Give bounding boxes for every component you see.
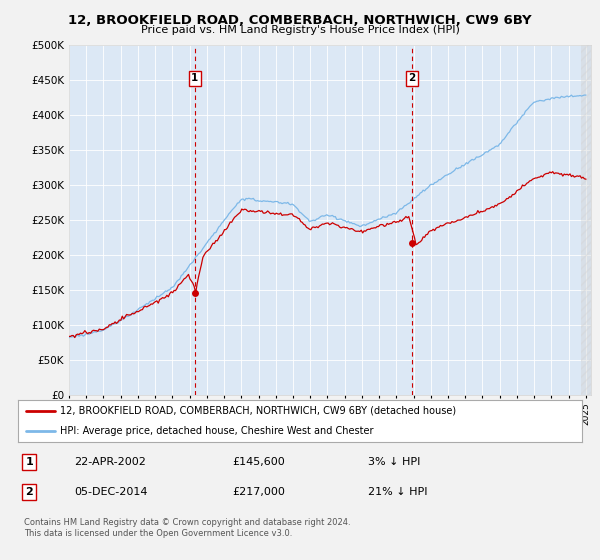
Text: 21% ↓ HPI: 21% ↓ HPI xyxy=(368,487,427,497)
Text: 2: 2 xyxy=(409,73,416,83)
Text: 1: 1 xyxy=(191,73,199,83)
Text: This data is licensed under the Open Government Licence v3.0.: This data is licensed under the Open Gov… xyxy=(24,529,292,538)
Text: Contains HM Land Registry data © Crown copyright and database right 2024.: Contains HM Land Registry data © Crown c… xyxy=(24,518,350,527)
Text: Price paid vs. HM Land Registry's House Price Index (HPI): Price paid vs. HM Land Registry's House … xyxy=(140,25,460,35)
Text: £217,000: £217,000 xyxy=(232,487,285,497)
Text: HPI: Average price, detached house, Cheshire West and Chester: HPI: Average price, detached house, Ches… xyxy=(60,426,374,436)
Text: 12, BROOKFIELD ROAD, COMBERBACH, NORTHWICH, CW9 6BY: 12, BROOKFIELD ROAD, COMBERBACH, NORTHWI… xyxy=(68,14,532,27)
Text: 05-DEC-2014: 05-DEC-2014 xyxy=(74,487,148,497)
Text: 2: 2 xyxy=(25,487,33,497)
Text: 22-APR-2002: 22-APR-2002 xyxy=(74,457,146,467)
Text: 12, BROOKFIELD ROAD, COMBERBACH, NORTHWICH, CW9 6BY (detached house): 12, BROOKFIELD ROAD, COMBERBACH, NORTHWI… xyxy=(60,406,457,416)
Text: 1: 1 xyxy=(25,457,33,467)
Text: 3% ↓ HPI: 3% ↓ HPI xyxy=(368,457,420,467)
Text: £145,600: £145,600 xyxy=(232,457,285,467)
